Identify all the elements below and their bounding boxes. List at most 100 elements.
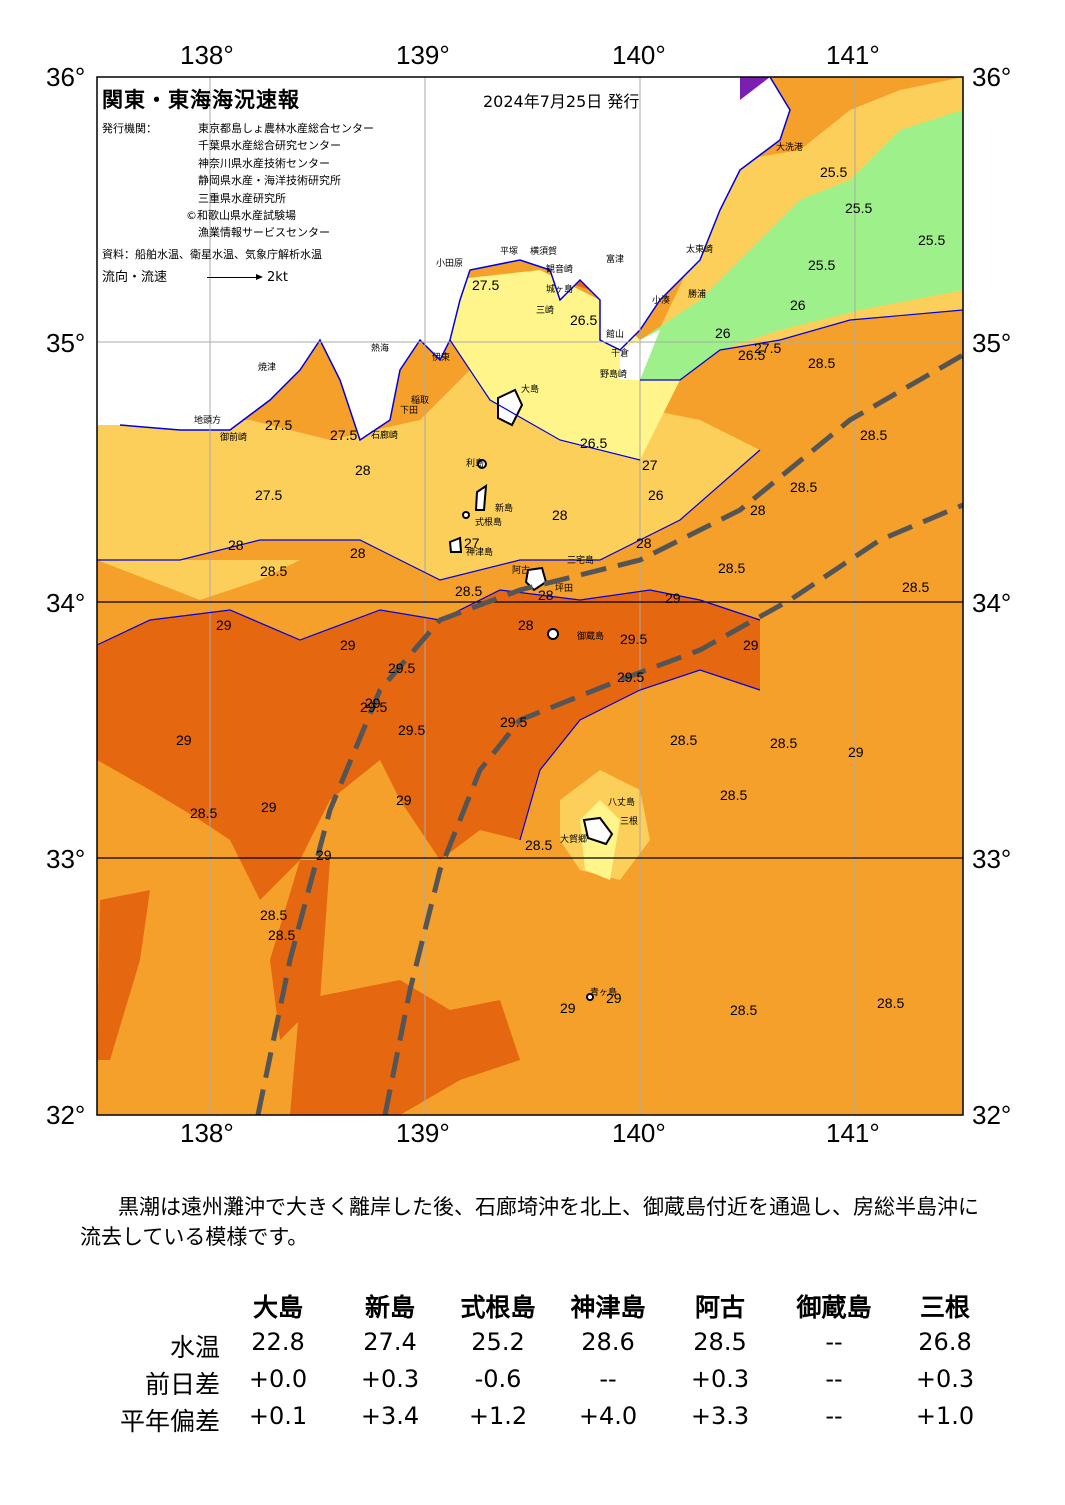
table-header-cell: 阿古 — [694, 1293, 745, 1322]
contour-label: 29 — [848, 744, 864, 760]
island-kozushima — [448, 536, 463, 553]
map-header: 関東・東海海況速報 — [102, 84, 532, 114]
flow-legend: 流向・流速 2kt — [102, 266, 288, 285]
contour-label: 28.5 — [670, 732, 697, 748]
table-cell: +3.3 — [690, 1402, 750, 1430]
lat-tick-right-34: 34° — [972, 588, 1012, 618]
contour-label: 26 — [790, 297, 806, 313]
place-label: 熱海 — [371, 342, 389, 354]
contour-label: 28.5 — [860, 427, 887, 443]
issuer-item: 静岡県水産・海洋技術研究所 — [198, 174, 341, 188]
contour-label: 29 — [743, 637, 759, 653]
table-cell: 28.6 — [581, 1328, 635, 1356]
land-honshu — [97, 77, 790, 440]
contour-label: 29 — [396, 792, 412, 808]
contour-label: 27.5 — [265, 417, 292, 433]
grid-lines — [97, 77, 963, 1115]
place-label: 城ヶ島 — [546, 283, 573, 295]
contour-label: 28.5 — [455, 583, 482, 599]
place-label: 石廊崎 — [371, 429, 398, 441]
place-label: 勝浦 — [688, 288, 706, 300]
map-canvas: 25.5 25.5 25.5 25.5 26 26 26 26.5 26.5 26.5 27 27 27… — [96, 76, 965, 1116]
contour-label: 27.5 — [472, 277, 499, 293]
contour-labels: 25.5 25.5 25.5 25.5 26 26 26 26.5 26.5 26.5 27 27 27… — [176, 164, 945, 1018]
contour-label: 29 — [606, 990, 622, 1006]
contour-label: 29 — [216, 617, 232, 633]
inland-water-mark — [740, 77, 770, 100]
island-mikurajima — [547, 628, 559, 640]
table-header-cell: 新島 — [364, 1293, 415, 1322]
island-miyakejima — [524, 566, 548, 592]
lon-tick-top-140: 140° — [612, 40, 666, 70]
lat-tick-left-32: 32° — [46, 1100, 86, 1130]
contour-label: 28.5 — [790, 479, 817, 495]
lon-tick-bottom-138: 138° — [180, 1118, 234, 1148]
grid-major-lines — [97, 601, 963, 859]
island-hachijojima — [582, 816, 614, 846]
contour-label: 25.5 — [808, 257, 835, 273]
contour-label: 28.5 — [260, 907, 287, 923]
contour-label: 29.5 — [500, 714, 527, 730]
place-label: 平塚 — [500, 246, 518, 257]
place-label: 大賀郷 — [560, 833, 587, 845]
sea-temperature-map: 25.5 25.5 25.5 25.5 26 26 26 26.5 26.5 26.5 27 27 27… — [46, 40, 1012, 1148]
contour-label: 28 — [355, 462, 371, 478]
sea-ge-29-zone-bottom — [290, 980, 520, 1115]
contour-label: 29 — [340, 637, 356, 653]
table-cell: 27.4 — [363, 1328, 417, 1356]
contour-label: 28.5 — [718, 560, 745, 576]
contour-label: 29.5 — [620, 631, 647, 647]
place-label: 阿古 — [512, 564, 530, 576]
lat-tick-right-33: 33° — [972, 844, 1012, 874]
table-cell: -- — [825, 1402, 843, 1430]
contour-label: 27 — [642, 457, 658, 473]
contour-label: 28.5 — [808, 355, 835, 371]
table-header-cell: 式根島 — [460, 1293, 536, 1322]
flow-scale-label: 2kt — [267, 270, 288, 285]
issuer-item: 三重県水産研究所 — [198, 191, 286, 205]
contour-label: 29.5 — [398, 722, 425, 738]
table-cell: +4.0 — [578, 1402, 638, 1430]
place-label: 千倉 — [611, 347, 629, 359]
lon-tick-bottom-140: 140° — [612, 1118, 666, 1148]
place-label: 大島 — [521, 383, 539, 395]
issuer-label: 発行機関： — [102, 122, 157, 135]
issuer-item: 漁業情報サービスセンター — [198, 226, 330, 240]
table-row-label: 前日差 — [144, 1370, 220, 1399]
contour-label: 29.5 — [617, 669, 644, 685]
contour-label: 29 — [261, 799, 277, 815]
place-label: 御前崎 — [220, 431, 247, 443]
island-toshima — [477, 459, 487, 469]
lat-tick-right-35: 35° — [972, 328, 1012, 358]
table-cell: 22.8 — [251, 1328, 305, 1356]
place-label: 太東崎 — [686, 243, 713, 255]
place-label: 新島 — [495, 502, 513, 514]
lat-tick-left-33: 33° — [46, 844, 86, 874]
contour-label: 28.5 — [720, 787, 747, 803]
place-label: 小田原 — [436, 258, 463, 269]
lon-tick-top-141: 141° — [826, 40, 880, 70]
table-cell: +0.0 — [248, 1365, 308, 1393]
contour-label: 27.5 — [754, 340, 781, 356]
table-header-cell: 三根 — [919, 1293, 970, 1322]
place-label: 観音崎 — [546, 263, 573, 275]
contour-label: 26.5 — [570, 312, 597, 328]
place-label: 富津 — [606, 253, 624, 265]
lat-tick-left-34: 34° — [46, 588, 86, 618]
place-label: 八丈島 — [608, 796, 635, 808]
table-cell: +1.0 — [915, 1402, 975, 1430]
island-aogashima — [586, 993, 594, 1001]
contour-label: 29 — [365, 695, 381, 711]
kuroshio-axis — [255, 352, 965, 1116]
contour-label: 29 — [560, 1000, 576, 1016]
place-label: 青ヶ島 — [590, 986, 617, 998]
place-label: 地頭方 — [194, 414, 221, 426]
contour-label: 27 — [464, 535, 480, 551]
lon-tick-bottom-139: 139° — [396, 1118, 450, 1148]
map-frame — [96, 76, 964, 1116]
contour-label: 28.5 — [260, 563, 287, 579]
sea-ge-29-zone — [97, 590, 760, 900]
contour-label: 28 — [228, 537, 244, 553]
table-cell: -- — [825, 1365, 843, 1393]
table-cell: -- — [599, 1365, 617, 1393]
